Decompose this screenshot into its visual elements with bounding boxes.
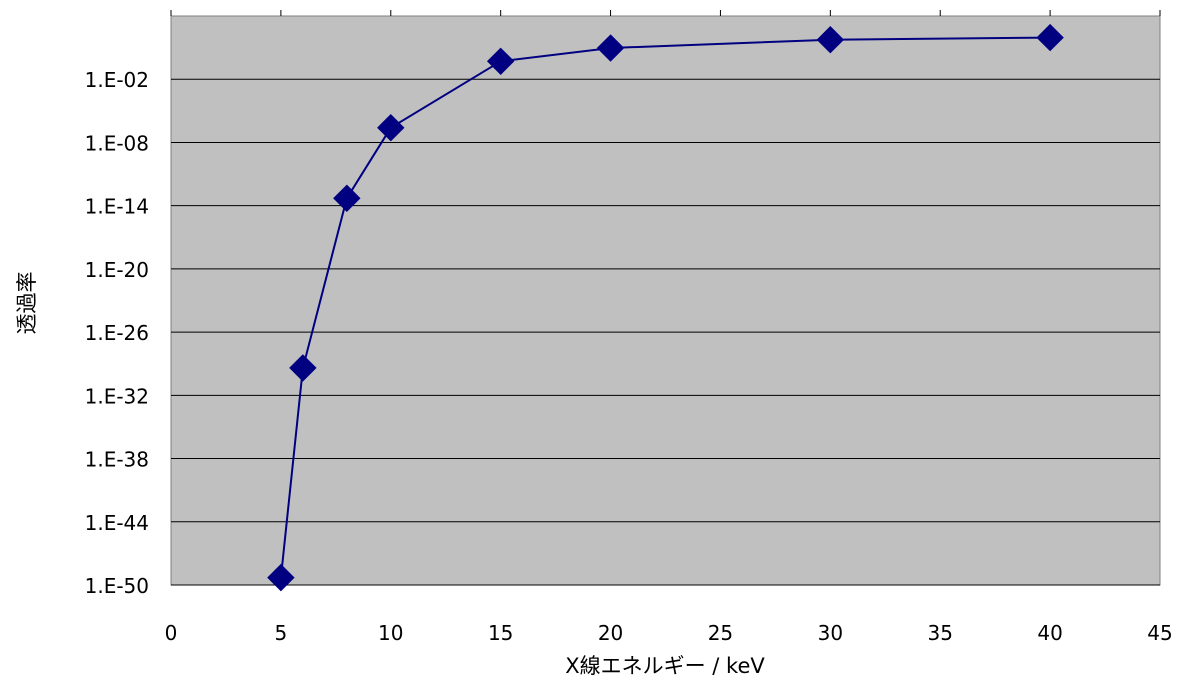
- x-tick-labels: 0 5 10 15 20 25 30 35 40 45: [165, 621, 1173, 645]
- x-tick-label: 40: [1037, 621, 1062, 645]
- y-tick-label: 1.E-32: [85, 384, 149, 408]
- x-axis-title: X線エネルギー / keV: [565, 654, 765, 678]
- x-tick-label: 35: [927, 621, 952, 645]
- y-tick-label: 1.E-20: [85, 258, 149, 282]
- y-tick-label: 1.E-50: [85, 574, 149, 598]
- x-tick-label: 45: [1147, 621, 1172, 645]
- y-tick-label: 1.E-02: [85, 68, 149, 92]
- y-tick-label: 1.E-08: [85, 131, 149, 155]
- x-tick-label: 5: [275, 621, 288, 645]
- y-tick-label: 1.E-14: [85, 195, 149, 219]
- x-tick-label: 10: [378, 621, 403, 645]
- x-tick-label: 25: [708, 621, 733, 645]
- x-tick-label: 30: [818, 621, 843, 645]
- y-tick-label: 1.E-26: [85, 321, 149, 345]
- y-tick-labels: 1.E-50 1.E-44 1.E-38 1.E-32 1.E-26 1.E-20 1.E-…: [85, 68, 149, 598]
- x-axis-ticks: [171, 10, 1160, 16]
- x-tick-label: 15: [488, 621, 513, 645]
- y-tick-label: 1.E-38: [85, 448, 149, 472]
- x-tick-label: 0: [165, 621, 178, 645]
- y-axis-title: 透過率: [15, 272, 39, 335]
- x-tick-label: 20: [598, 621, 623, 645]
- y-tick-label: 1.E-44: [85, 511, 149, 535]
